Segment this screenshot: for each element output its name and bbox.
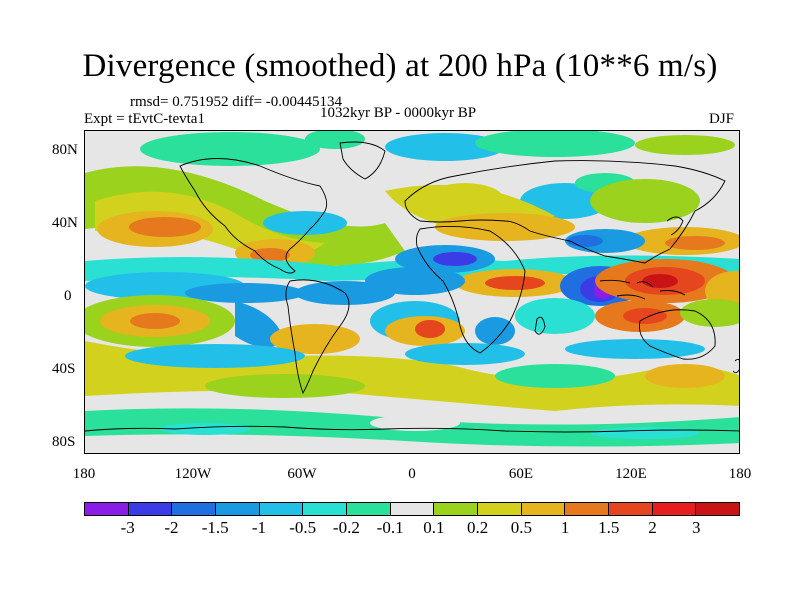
rmsd-diff-stats: rmsd= 0.751952 diff= -0.00445134 [130,94,343,110]
colorbar-label: 0.2 [466,518,489,537]
colorbar-box [216,503,260,515]
divergence-map [85,131,739,453]
x-tick-60w: 60W [287,466,317,482]
colorbar-label: -0.5 [289,518,317,537]
colorbar-box [609,503,653,515]
colorbar-box [85,503,129,515]
southern-tropics [85,295,739,354]
colorbar-box [390,503,435,515]
period-label: 1032kyr BP - 0000kyr BP [320,105,477,121]
colorbar-box [565,503,610,515]
x-tick-120w: 120W [174,466,212,482]
colorbar-box [259,503,304,515]
y-tick-40s: 40S [52,361,76,377]
x-tick-120e: 120E [615,466,647,482]
x-tick-180w: 180 [72,466,96,482]
colorbar-label: -2 [164,518,179,537]
colorbar-label: 1.5 [598,518,620,537]
colorbar-label: 2 [648,518,657,537]
experiment-label: Expt = tEvtC-tevta1 [84,111,205,127]
season-label: DJF [709,111,735,127]
colorbar-label: 0.1 [423,518,445,537]
colorbar-box [172,503,217,515]
y-tick-40n: 40N [52,215,78,231]
colorbar-label: -0.1 [376,518,404,537]
colorbar-label: -1 [251,518,267,537]
colorbar-label: -0.2 [332,518,360,537]
colorbar-label: 0.5 [510,518,532,537]
colorbar-box [434,503,479,515]
x-tick-60e: 60E [508,466,534,482]
y-tick-80s: 80S [52,434,76,450]
colorbar-box [652,503,697,515]
colorbar-box [521,503,566,515]
southern-midlatitudes [85,339,739,411]
colorbar-label: -3 [120,518,135,537]
x-tick-0: 0 [408,466,416,482]
antarctic-band [85,408,739,447]
colorbar-box [347,503,391,515]
coastlines [85,141,739,433]
colorbar-label: -1.5 [201,518,229,537]
y-tick-80n: 80N [52,142,78,158]
plot-title: Divergence (smoothed) at 200 hPa (10**6 … [82,48,718,84]
colorbar-box [128,503,173,515]
colorbar-label: 1 [560,518,570,537]
colorbar [84,502,740,516]
colorbar-label: 3 [692,518,701,537]
equatorial-structures [85,259,739,311]
map-panel [84,130,740,454]
x-tick-180e: 180 [728,466,752,482]
colorbar-box [696,503,740,515]
colorbar-box [478,503,522,515]
y-tick-0: 0 [64,288,72,304]
colorbar-box [303,503,348,515]
